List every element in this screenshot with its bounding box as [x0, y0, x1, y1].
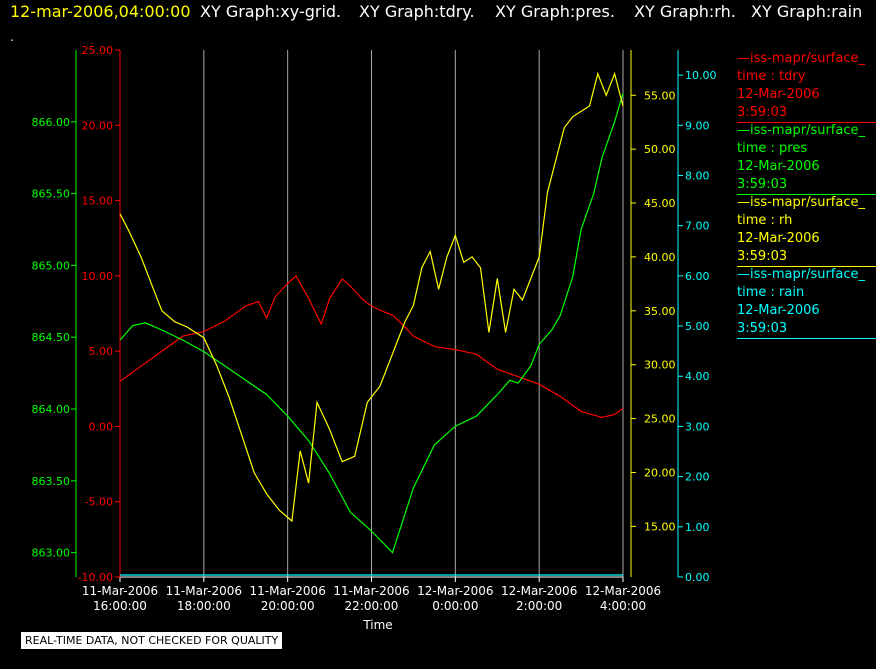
tdry-tick-label: 25.00	[82, 44, 114, 57]
tdry-tick-label: -5.00	[85, 496, 113, 509]
tdry-tick-label: 15.00	[82, 195, 114, 208]
legend-time: 3:59:03	[737, 104, 876, 122]
legend-time: 3:59:03	[737, 176, 876, 194]
rh-tick-label: 25.00	[644, 413, 676, 426]
x-tick-label-date: 12-Mar-2006	[585, 584, 661, 598]
pres-tick-label: 863.50	[32, 475, 71, 488]
quality-notice: REAL-TIME DATA, NOT CHECKED FOR QUALITY	[20, 631, 283, 650]
x-axis-label: Time	[363, 618, 392, 632]
legend-time: 3:59:03	[737, 248, 876, 266]
x-tick-label-date: 12-Mar-2006	[417, 584, 493, 598]
x-tick-label-date: 12-Mar-2006	[501, 584, 577, 598]
tdry-tick-label: -10.00	[78, 571, 113, 584]
legend-variable: time : tdry	[737, 68, 876, 86]
legend-entry-pres: —iss-mapr/surface_ time : pres 12-Mar-20…	[737, 122, 876, 194]
legend-date: 12-Mar-2006	[737, 86, 876, 104]
legend-entry-tdry: —iss-mapr/surface_ time : tdry 12-Mar-20…	[737, 50, 876, 122]
pres-tick-label: 864.50	[32, 331, 71, 344]
rain-tick-label: 2.00	[685, 471, 710, 484]
rain-tick-label: 9.00	[685, 119, 710, 132]
rain-tick-label: 1.00	[685, 521, 710, 534]
rain-tick-label: 8.00	[685, 169, 710, 182]
legend-date: 12-Mar-2006	[737, 158, 876, 176]
x-tick-label-date: 11-Mar-2006	[333, 584, 409, 598]
x-tick-label-date: 11-Mar-2006	[82, 584, 158, 598]
tdry-tick-label: 20.00	[82, 119, 114, 132]
x-tick-label-time: 2:00:00	[516, 599, 562, 613]
legend-time: 3:59:03	[737, 320, 876, 338]
rh-tick-label: 50.00	[644, 143, 676, 156]
legend-variable: time : rh	[737, 212, 876, 230]
tdry-tick-label: 10.00	[82, 270, 114, 283]
x-tick-label-time: 22:00:00	[345, 599, 399, 613]
pres-tick-label: 865.00	[32, 259, 71, 272]
x-tick-label-time: 16:00:00	[93, 599, 147, 613]
x-tick-label-time: 18:00:00	[177, 599, 231, 613]
rh-tick-label: 40.00	[644, 251, 676, 264]
legend-date: 12-Mar-2006	[737, 302, 876, 320]
pres-tick-label: 865.50	[32, 188, 71, 201]
rh-tick-label: 15.00	[644, 520, 676, 533]
rain-tick-label: 7.00	[685, 220, 710, 233]
legend-divider	[737, 266, 876, 267]
rh-tick-label: 45.00	[644, 197, 676, 210]
rh-tick-label: 30.00	[644, 359, 676, 372]
x-tick-label-time: 20:00:00	[261, 599, 315, 613]
legend-source: —iss-mapr/surface_	[737, 194, 876, 212]
x-tick-label-time: 0:00:00	[432, 599, 478, 613]
legend-source: —iss-mapr/surface_	[737, 50, 876, 68]
pres-tick-label: 863.00	[32, 547, 71, 560]
x-tick-label-date: 11-Mar-2006	[249, 584, 325, 598]
legend-divider	[737, 338, 876, 339]
legend-entry-rh: —iss-mapr/surface_ time : rh 12-Mar-2006…	[737, 194, 876, 266]
rain-tick-label: 4.00	[685, 370, 710, 383]
rain-tick-label: 3.00	[685, 420, 710, 433]
legend-source: —iss-mapr/surface_	[737, 122, 876, 140]
pres-tick-label: 866.00	[32, 116, 71, 129]
legend-entry-rain: —iss-mapr/surface_ time : rain 12-Mar-20…	[737, 266, 876, 338]
x-tick-label-date: 11-Mar-2006	[166, 584, 242, 598]
rh-tick-label: 20.00	[644, 466, 676, 479]
rh-tick-label: 35.00	[644, 305, 676, 318]
legend-variable: time : pres	[737, 140, 876, 158]
legend-divider	[737, 194, 876, 195]
rain-tick-label: 6.00	[685, 270, 710, 283]
legend-divider	[737, 122, 876, 123]
legend-source: —iss-mapr/surface_	[737, 266, 876, 284]
tdry-tick-label: 0.00	[89, 420, 114, 433]
tdry-tick-label: 5.00	[89, 345, 114, 358]
legend-variable: time : rain	[737, 284, 876, 302]
x-tick-label-time: 4:00:00	[600, 599, 646, 613]
rain-tick-label: 0.00	[685, 571, 710, 584]
rh-tick-label: 55.00	[644, 89, 676, 102]
rain-tick-label: 5.00	[685, 320, 710, 333]
legend-date: 12-Mar-2006	[737, 230, 876, 248]
pres-tick-label: 864.00	[32, 403, 71, 416]
rain-tick-label: 10.00	[685, 69, 717, 82]
